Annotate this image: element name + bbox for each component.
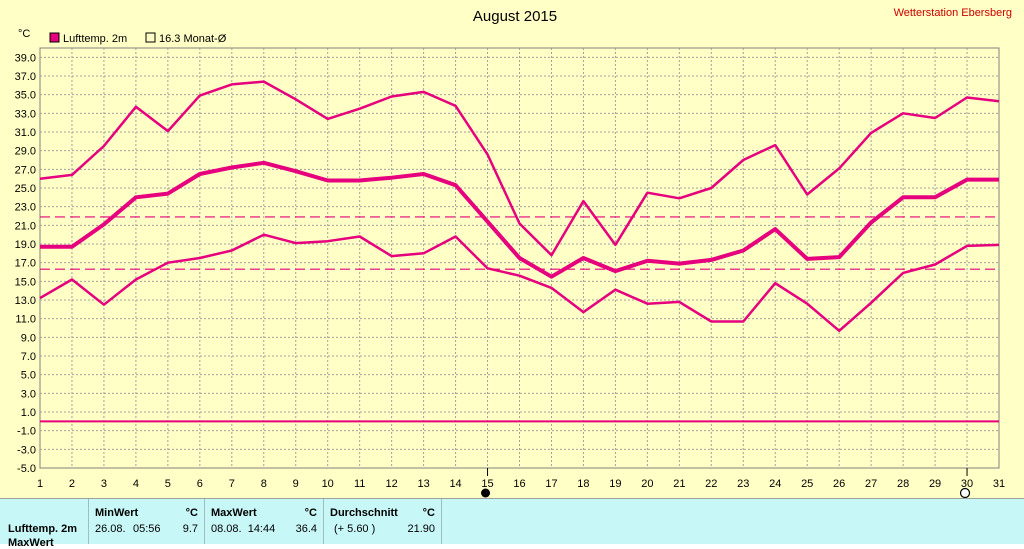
avg-header: Durchschnitt — [330, 507, 398, 519]
full-moon-icon — [959, 487, 971, 498]
max-datetime: 08.08. 14:44 — [211, 523, 276, 535]
y-tick-label: 31.0 — [15, 127, 36, 139]
y-tick-label: -1.0 — [17, 426, 36, 438]
x-tick-label: 1 — [37, 478, 43, 490]
x-tick-label: 14 — [449, 478, 461, 490]
y-tick-label: 17.0 — [15, 258, 36, 270]
y-tick-label: 29.0 — [15, 146, 36, 158]
y-tick-label: 1.0 — [21, 407, 36, 419]
x-tick-label: 23 — [737, 478, 749, 490]
y-tick-label: -3.0 — [17, 444, 36, 456]
new-moon-icon — [481, 488, 491, 498]
x-tick-label: 26 — [833, 478, 845, 490]
max-header: MaxWert — [211, 507, 257, 519]
y-tick-label: 21.0 — [15, 220, 36, 232]
y-tick-label: 13.0 — [15, 295, 36, 307]
min-date: 26.08. — [95, 523, 126, 535]
x-tick-label: 2 — [69, 478, 75, 490]
x-tick-label: 11 — [354, 478, 365, 490]
legend-label-temp: Lufttemp. 2m — [63, 33, 127, 45]
x-tick-label: 18 — [577, 478, 589, 490]
y-tick-label: 33.0 — [15, 108, 36, 120]
y-tick-label: 35.0 — [15, 90, 36, 102]
y-tick-label: 9.0 — [21, 332, 36, 344]
min-header: MinWert — [95, 507, 139, 519]
stats-panel: Lufttemp. 2m MaxWert MinWert °C 26.08. 0… — [0, 498, 1024, 549]
x-tick-label: 19 — [609, 478, 621, 490]
x-tick-label: 22 — [705, 478, 717, 490]
avg-deviation: (+ 5.60 ) — [334, 523, 376, 535]
avg-value: 21.90 — [407, 523, 435, 535]
x-tick-label: 3 — [101, 478, 107, 490]
y-tick-label: 25.0 — [15, 183, 36, 195]
y-tick-label: 19.0 — [15, 239, 36, 251]
legend-swatch-filled — [49, 32, 60, 43]
x-tick-label: 20 — [641, 478, 653, 490]
chart-title: August 2015 — [473, 8, 557, 25]
series-line-min — [39, 233, 1000, 333]
x-tick-label: 4 — [133, 478, 139, 490]
x-tick-label: 9 — [293, 478, 299, 490]
legend-swatch-empty — [145, 32, 156, 43]
y-tick-label: 3.0 — [21, 388, 36, 400]
series-line-mittel — [40, 160, 999, 279]
stats-row-label-2: MaxWert — [8, 537, 54, 549]
y-tick-label: 37.0 — [15, 71, 36, 83]
x-tick-label: 5 — [165, 478, 171, 490]
min-value: 9.7 — [182, 523, 198, 535]
y-tick-label: 39.0 — [15, 52, 36, 64]
x-tick-label: 25 — [801, 478, 813, 490]
max-value: 36.4 — [295, 523, 317, 535]
y-tick-label: 27.0 — [15, 164, 36, 176]
x-tick-label: 7 — [229, 478, 235, 490]
stats-min-cell: MinWert °C 26.08. 05:56 9.7 — [89, 499, 205, 544]
stats-row-label: Lufttemp. 2m — [8, 523, 78, 535]
x-tick-label: 31 — [993, 478, 1005, 490]
x-tick-label: 21 — [673, 478, 685, 490]
x-tick-label: 16 — [513, 478, 525, 490]
min-time: 05:56 — [133, 523, 161, 535]
y-tick-label: 5.0 — [21, 370, 36, 382]
y-tick-label: 11.0 — [15, 314, 36, 326]
x-tick-label: 10 — [322, 478, 334, 490]
x-tick-label: 30 — [961, 478, 973, 490]
temperature-chart: 39.037.035.033.031.029.027.025.023.021.0… — [15, 7, 1012, 498]
y-tick-label: -5.0 — [17, 463, 36, 475]
x-tick-label: 12 — [386, 478, 398, 490]
x-tick-label: 29 — [929, 478, 941, 490]
max-unit: °C — [304, 507, 317, 519]
stats-avg-cell: Durchschnitt °C (+ 5.60 ) 21.90 — [324, 499, 442, 544]
station-name: Wetterstation Ebersberg — [894, 7, 1012, 19]
y-tick-label: 7.0 — [21, 351, 36, 363]
y-axis-unit: °C — [18, 28, 30, 40]
y-tick-label: 15.0 — [15, 276, 36, 288]
stats-max-cell: MaxWert °C 08.08. 14:44 36.4 — [205, 499, 324, 544]
x-tick-label: 8 — [261, 478, 267, 490]
avg-unit: °C — [422, 507, 435, 519]
x-tick-label: 24 — [769, 478, 781, 490]
x-tick-label: 27 — [865, 478, 877, 490]
x-tick-label: 13 — [417, 478, 429, 490]
x-tick-label: 15 — [481, 478, 493, 490]
min-unit: °C — [185, 507, 198, 519]
x-tick-label: 17 — [545, 478, 557, 490]
stats-label-cell: Lufttemp. 2m MaxWert — [0, 499, 89, 549]
x-tick-label: 6 — [197, 478, 203, 490]
series-line-max — [39, 80, 1000, 257]
x-tick-label: 28 — [897, 478, 909, 490]
y-tick-label: 23.0 — [15, 202, 36, 214]
legend-label-average: 16.3 Monat-Ø — [159, 33, 227, 45]
